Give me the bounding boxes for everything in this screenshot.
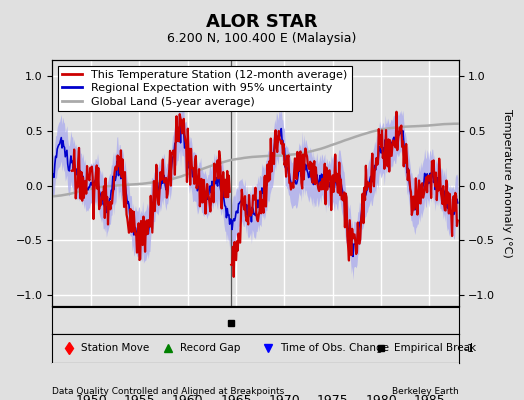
Text: Data Quality Controlled and Aligned at Breakpoints: Data Quality Controlled and Aligned at B… [52, 387, 285, 396]
Text: -1: -1 [464, 344, 475, 354]
Text: Empirical Break: Empirical Break [394, 343, 476, 353]
Text: Record Gap: Record Gap [180, 343, 241, 353]
Y-axis label: Temperature Anomaly (°C): Temperature Anomaly (°C) [502, 109, 512, 257]
Text: ALOR STAR: ALOR STAR [206, 13, 318, 31]
Text: Time of Obs. Change: Time of Obs. Change [280, 343, 389, 353]
Text: Berkeley Earth: Berkeley Earth [392, 387, 458, 396]
Text: Station Move: Station Move [81, 343, 149, 353]
Legend: This Temperature Station (12-month average), Regional Expectation with 95% uncer: This Temperature Station (12-month avera… [58, 66, 352, 111]
Text: 6.200 N, 100.400 E (Malaysia): 6.200 N, 100.400 E (Malaysia) [167, 32, 357, 45]
